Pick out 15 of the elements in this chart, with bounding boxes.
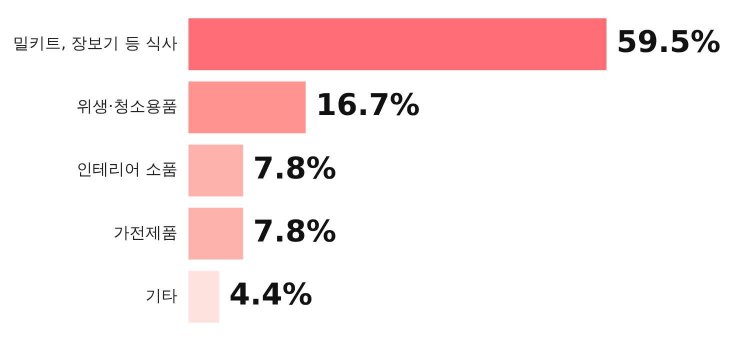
- data-label: 16.7%: [316, 88, 420, 124]
- bar: [188, 208, 244, 260]
- y-tick-label: 기타: [145, 286, 178, 305]
- y-tick-label: 위생·청소용품: [76, 96, 178, 116]
- bar: [188, 18, 606, 70]
- bar: [188, 144, 244, 196]
- y-tick-label: 인테리어 소품: [76, 160, 178, 179]
- data-label: 4.4%: [229, 278, 312, 313]
- bar: [188, 81, 306, 134]
- y-tick-label: 밀키트, 장보기 등 식사: [13, 33, 178, 52]
- data-label: 7.8%: [253, 214, 336, 250]
- y-tick-label: 가전제품: [113, 222, 178, 242]
- data-label: 59.5%: [616, 24, 721, 60]
- data-label: 7.8%: [253, 151, 336, 186]
- bar: [188, 270, 220, 323]
